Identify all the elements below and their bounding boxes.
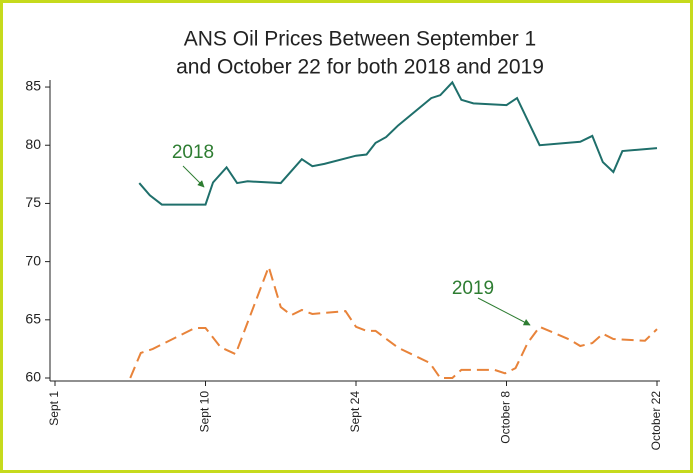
y-tick-label: 70 <box>25 252 41 268</box>
y-tick-label: 60 <box>25 369 41 385</box>
annotation-arrow <box>477 297 531 326</box>
x-tick-label: Sept 1 <box>47 391 61 426</box>
x-tick-label: October 8 <box>499 391 513 444</box>
x-tick-label: Sept 24 <box>348 391 362 433</box>
annotation-arrow <box>182 165 205 188</box>
chart-title: ANS Oil Prices Between September 1 <box>184 28 537 51</box>
y-tick-label: 65 <box>25 311 41 327</box>
annotation: 2018 <box>172 142 214 163</box>
y-tick-label: 80 <box>25 136 41 152</box>
line-series <box>129 263 658 380</box>
y-tick-label: 75 <box>25 194 41 210</box>
line-series <box>138 80 658 206</box>
y-tick-label: 85 <box>25 78 41 94</box>
x-tick-label: Sept 10 <box>198 391 212 433</box>
chart-title: and October 22 for both 2018 and 2019 <box>176 56 544 79</box>
x-tick-label: October 22 <box>649 391 663 451</box>
annotation: 2019 <box>452 278 494 299</box>
